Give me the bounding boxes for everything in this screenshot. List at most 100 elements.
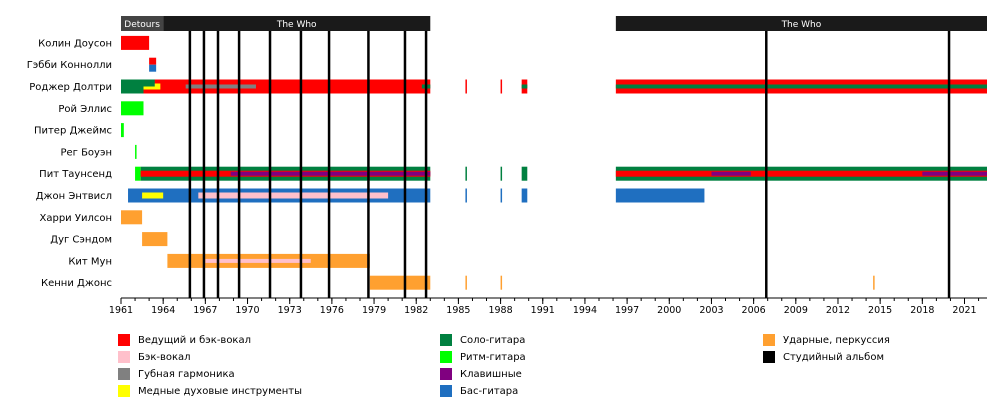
x-tick-label: 1970 [235, 305, 259, 316]
legend-label: Соло-гитара [460, 334, 526, 346]
band-header [121, 16, 164, 31]
bar-vocals [143, 79, 431, 94]
legend-swatch [118, 368, 130, 380]
x-tick-label: 1988 [488, 305, 512, 316]
bar-bass [500, 188, 503, 203]
bar-drums [873, 275, 875, 290]
legend-item: Медные духовые инструменты [118, 385, 302, 397]
legend-item: Соло-гитара [440, 334, 525, 346]
legend-item: Клавишные [440, 368, 522, 380]
bar-lead_guitar [521, 84, 528, 89]
legend-swatch [763, 351, 775, 363]
member-label: Гэбби Коннолли [27, 60, 112, 71]
x-tick-label: 2021 [952, 305, 976, 316]
bar-backing_vocals [198, 192, 389, 199]
legend-label: Медные духовые инструменты [138, 385, 303, 397]
legend-label: Студийный альбом [783, 351, 884, 363]
legend-item: Ритм-гитара [440, 351, 526, 363]
legend-item: Губная гармоника [118, 368, 235, 380]
legend-label: Бэк-вокал [138, 351, 191, 363]
member-label: Харри Уилсон [40, 213, 113, 224]
legend-item: Ударные, перкуссия [763, 334, 890, 346]
bar-bass [149, 64, 157, 72]
bar-drums [142, 232, 168, 247]
legend-label: Ведущий и бэк-вокал [138, 334, 251, 346]
legend-item: Студийный альбом [763, 351, 884, 363]
x-tick-label: 2018 [910, 305, 934, 316]
bar-lead_guitar [521, 166, 528, 181]
bar-brass [142, 192, 164, 199]
bar-vocals [615, 170, 987, 177]
member-label: Питер Джеймс [34, 126, 112, 137]
x-tick-label: 1982 [404, 305, 428, 316]
bar-vocals [121, 35, 150, 50]
member-label: Роджер Долтри [29, 82, 112, 93]
album-lines [188, 31, 951, 298]
bar-keyboards [230, 171, 431, 176]
legend-swatch [118, 351, 130, 363]
x-tick-label: 2009 [784, 305, 808, 316]
x-tick-label: 1991 [531, 305, 555, 316]
bar-rhythm_guitar [121, 123, 124, 138]
legend-swatch [440, 385, 452, 397]
bar-rhythm_guitar [135, 144, 137, 159]
bar-bass [521, 188, 528, 203]
bar-vocals [500, 79, 503, 94]
bar-lead_guitar [615, 84, 987, 89]
bar-backing_vocals [205, 258, 311, 263]
bar-lead_guitar [465, 166, 467, 181]
member-label: Кенни Джонс [41, 278, 112, 289]
timeline-chart: Detours The Who The Who Колин Доусон Гэбби … [27, 16, 987, 316]
band-label: Detours [124, 20, 160, 30]
bar-drums [465, 275, 467, 290]
legend-swatch [440, 368, 452, 380]
x-tick-label: 2012 [826, 305, 850, 316]
bar-vocals [465, 79, 467, 94]
x-axis: 1961 1964 1967 1970 1973 1976 1979 1982 1985 1988… [109, 297, 987, 316]
member-label: Кит Мун [68, 256, 112, 267]
x-tick-label: 2003 [699, 305, 723, 316]
bar-rhythm_guitar [135, 166, 141, 181]
x-tick-label: 1976 [320, 305, 344, 316]
legend-swatch [763, 334, 775, 346]
legend-label: Губная гармоника [138, 368, 235, 380]
member-label: Дуг Сэндом [50, 235, 112, 246]
bar-drums [121, 210, 143, 225]
bar-drums [500, 275, 503, 290]
x-tick-label: 2015 [868, 305, 892, 316]
member-label: Рег Боуэн [60, 147, 112, 158]
bar-vocals [149, 57, 157, 65]
x-tick-label: 1961 [109, 305, 133, 316]
x-tick-label: 1964 [151, 305, 175, 316]
bar-lead_guitar [143, 79, 155, 87]
member-label: Джон Энтвисл [36, 191, 112, 202]
bar-bass [465, 188, 467, 203]
legend-swatch [118, 334, 130, 346]
bar-keyboards [711, 171, 751, 176]
x-tick-label: 2006 [742, 305, 766, 316]
legend-label: Клавишные [460, 368, 522, 380]
bar-rhythm_guitar [121, 101, 144, 116]
x-tick-label: 1979 [362, 305, 386, 316]
x-tick-label: 1985 [446, 305, 470, 316]
bar-lead_guitar [121, 79, 144, 94]
band-header [163, 16, 431, 31]
legend-item: Бэк-вокал [118, 351, 191, 363]
band-label: The Who [276, 20, 317, 30]
member-bars [121, 35, 987, 290]
x-tick-label: 1997 [615, 305, 639, 316]
bar-lead_guitar [500, 166, 503, 181]
band-headers: Detours The Who The Who [121, 16, 987, 31]
bar-keyboards [922, 171, 987, 176]
legend-label: Ритм-гитара [460, 351, 526, 363]
band-header [615, 16, 987, 31]
legend-swatch [118, 385, 130, 397]
legend-label: Бас-гитара [460, 385, 519, 397]
bar-bass [615, 188, 705, 203]
legend-item: Ведущий и бэк-вокал [118, 334, 251, 346]
band-label: The Who [781, 20, 822, 30]
legend-swatch [440, 351, 452, 363]
legend-label: Ударные, перкуссия [783, 334, 890, 346]
x-tick-label: 1967 [193, 305, 217, 316]
x-tick-label: 1994 [573, 305, 597, 316]
